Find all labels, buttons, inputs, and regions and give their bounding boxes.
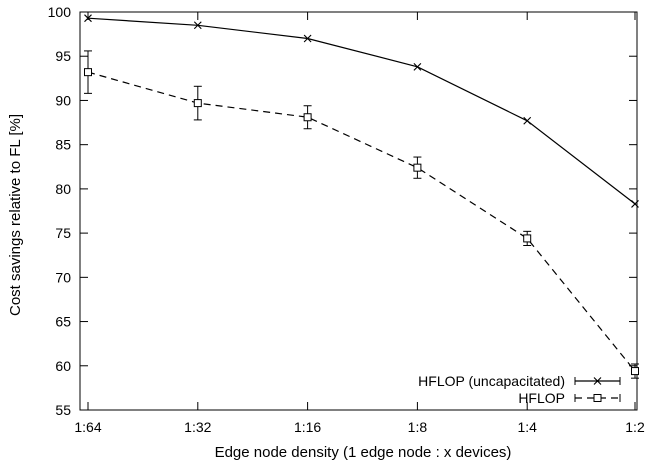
marker-stroke <box>84 14 92 23</box>
series-2 <box>84 50 639 379</box>
marker-stroke <box>593 377 602 385</box>
y-tick-label: 100 <box>48 4 72 20</box>
y-tick-label: 60 <box>55 358 71 374</box>
legend-label: HFLOP (uncapacitated) <box>418 373 565 389</box>
x-tick-label: 1:4 <box>517 419 537 435</box>
x-tick-label: 1:32 <box>184 419 211 435</box>
legend: HFLOP (uncapacitated)HFLOP <box>418 373 621 406</box>
legend-entry: HFLOP (uncapacitated) <box>418 373 621 389</box>
data-point <box>193 21 202 30</box>
data-point <box>631 200 639 208</box>
data-point <box>193 99 202 108</box>
series-line <box>87 17 636 205</box>
marker-stroke <box>413 62 422 71</box>
data-point <box>523 116 532 125</box>
data-point <box>631 367 639 376</box>
data-point <box>84 68 92 77</box>
x-tick-label: 1:16 <box>294 419 321 435</box>
legend-marker <box>593 377 602 385</box>
legend-entry: HFLOP <box>518 390 621 406</box>
series-1 <box>84 14 639 208</box>
legend-marker <box>593 394 602 402</box>
marker-stroke <box>523 116 532 125</box>
y-tick-label: 90 <box>55 92 71 108</box>
y-tick-label: 80 <box>55 181 71 197</box>
marker-stroke <box>193 21 202 30</box>
y-tick-label: 70 <box>55 269 71 285</box>
data-point <box>523 234 532 243</box>
series-line <box>87 71 636 372</box>
data-point <box>84 14 92 23</box>
plot-marks <box>84 14 639 379</box>
x-tick-label: 1:8 <box>408 419 428 435</box>
marker-stroke <box>303 34 312 43</box>
marker-stroke <box>631 200 639 208</box>
data-point <box>303 34 312 43</box>
y-tick-label: 95 <box>55 48 71 64</box>
x-tick-label: 1:64 <box>74 419 101 435</box>
data-point <box>413 62 422 71</box>
data-point <box>303 113 312 122</box>
y-axis-title: Cost savings relative to FL [%] <box>7 114 24 316</box>
axes: 55 60 65 70 75 80 85 90 95 100 1:64 1:32 1:16 1:8 1:4 1… <box>48 4 645 435</box>
y-tick-label: 85 <box>55 137 71 153</box>
data-point <box>413 163 422 172</box>
x-axis-title: Edge node density (1 edge node : x devic… <box>215 444 512 461</box>
x-tick-label: 1:2 <box>625 419 645 435</box>
y-tick-label: 75 <box>55 225 71 241</box>
y-tick-label: 55 <box>55 402 71 418</box>
plot-frame <box>79 11 638 411</box>
y-tick-label: 65 <box>55 314 71 330</box>
legend-label: HFLOP <box>518 390 565 406</box>
